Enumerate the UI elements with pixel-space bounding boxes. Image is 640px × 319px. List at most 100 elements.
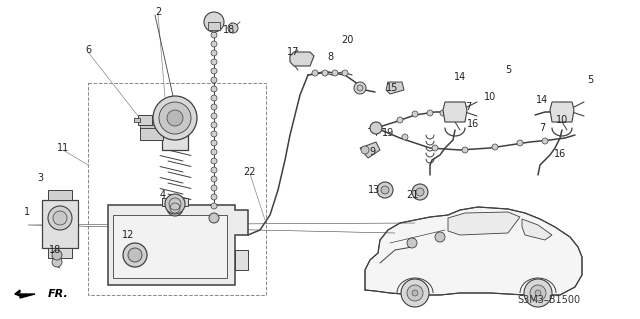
Circle shape	[211, 104, 217, 110]
Circle shape	[432, 145, 438, 151]
Polygon shape	[290, 52, 314, 66]
Circle shape	[165, 194, 185, 214]
Circle shape	[517, 140, 523, 146]
Circle shape	[211, 131, 217, 137]
Circle shape	[204, 12, 224, 32]
Text: 22: 22	[244, 167, 256, 177]
Text: 11: 11	[57, 143, 69, 153]
Text: 17: 17	[287, 47, 299, 57]
Circle shape	[123, 243, 147, 267]
Text: 2: 2	[155, 7, 161, 17]
Circle shape	[377, 182, 393, 198]
Text: 9: 9	[369, 147, 375, 157]
Polygon shape	[235, 250, 248, 270]
Text: 10: 10	[484, 92, 496, 102]
Text: 16: 16	[467, 119, 479, 129]
Circle shape	[211, 68, 217, 74]
Text: 10: 10	[556, 115, 568, 125]
Circle shape	[312, 70, 318, 76]
Circle shape	[354, 82, 366, 94]
Text: 3: 3	[37, 173, 43, 183]
Circle shape	[211, 176, 217, 182]
Text: FR.: FR.	[48, 289, 68, 299]
Bar	[162, 128, 188, 150]
Circle shape	[48, 206, 72, 230]
Circle shape	[211, 122, 217, 128]
Circle shape	[342, 70, 348, 76]
Circle shape	[211, 203, 217, 209]
Polygon shape	[550, 102, 574, 122]
Circle shape	[357, 85, 363, 91]
Circle shape	[211, 32, 217, 38]
Text: 16: 16	[554, 149, 566, 159]
Circle shape	[209, 213, 219, 223]
Text: 20: 20	[341, 35, 353, 45]
Circle shape	[361, 146, 369, 154]
Circle shape	[427, 110, 433, 116]
Circle shape	[211, 86, 217, 92]
Text: 18: 18	[223, 25, 235, 35]
Circle shape	[211, 41, 217, 47]
Text: 4: 4	[160, 190, 166, 200]
Circle shape	[416, 188, 424, 196]
Circle shape	[381, 186, 389, 194]
Circle shape	[435, 232, 445, 242]
Circle shape	[535, 290, 541, 296]
Circle shape	[211, 167, 217, 173]
Text: 7: 7	[539, 123, 545, 133]
Polygon shape	[108, 205, 248, 285]
Polygon shape	[140, 128, 163, 140]
Circle shape	[332, 70, 338, 76]
Circle shape	[53, 211, 67, 225]
Text: 21: 21	[406, 190, 418, 200]
Text: 15: 15	[386, 83, 398, 93]
Circle shape	[542, 138, 548, 144]
Circle shape	[412, 290, 418, 296]
Text: 14: 14	[536, 95, 548, 105]
Circle shape	[211, 194, 217, 200]
Circle shape	[402, 134, 408, 140]
Text: 14: 14	[454, 72, 466, 82]
Text: 5: 5	[505, 65, 511, 75]
Polygon shape	[448, 212, 520, 235]
Circle shape	[211, 158, 217, 164]
Text: 12: 12	[122, 230, 134, 240]
Bar	[88, 83, 266, 295]
Circle shape	[128, 248, 142, 262]
Circle shape	[159, 102, 191, 134]
Text: 1: 1	[24, 207, 30, 217]
Circle shape	[211, 149, 217, 155]
Circle shape	[211, 77, 217, 83]
Circle shape	[407, 285, 423, 301]
Circle shape	[407, 238, 417, 248]
Text: 13: 13	[368, 185, 380, 195]
Circle shape	[211, 113, 217, 119]
Polygon shape	[522, 219, 552, 240]
Circle shape	[492, 144, 498, 150]
Bar	[162, 198, 188, 206]
Circle shape	[167, 110, 183, 126]
Circle shape	[412, 111, 418, 117]
Circle shape	[524, 279, 552, 307]
Polygon shape	[113, 215, 227, 278]
Circle shape	[462, 147, 468, 153]
Circle shape	[211, 95, 217, 101]
Circle shape	[370, 122, 382, 134]
Bar	[208, 22, 220, 30]
Polygon shape	[140, 125, 157, 128]
Polygon shape	[15, 290, 35, 298]
Circle shape	[211, 185, 217, 191]
Circle shape	[228, 23, 238, 33]
Circle shape	[52, 250, 62, 260]
Text: 5: 5	[587, 75, 593, 85]
Text: S3M3–B1500: S3M3–B1500	[517, 295, 580, 305]
Circle shape	[211, 59, 217, 65]
Polygon shape	[42, 200, 78, 248]
Polygon shape	[360, 142, 380, 158]
Circle shape	[167, 200, 183, 216]
Circle shape	[322, 70, 328, 76]
Polygon shape	[138, 115, 152, 125]
Circle shape	[440, 110, 446, 116]
Polygon shape	[48, 190, 72, 200]
Circle shape	[401, 279, 429, 307]
